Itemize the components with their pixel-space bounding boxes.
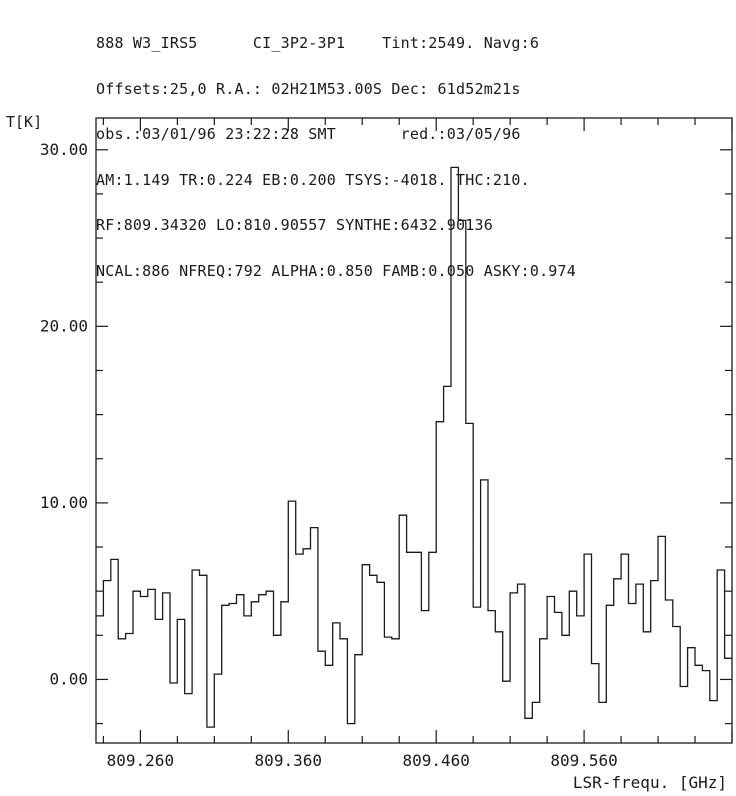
spectrum-step-line — [96, 166, 732, 728]
x-tick-label: 809.360 — [255, 751, 322, 770]
plot-frame — [95, 117, 733, 744]
x-tick-labels: 809.260 809.360 809.460 809.560 — [107, 751, 618, 770]
y-tick-label: 20.00 — [40, 316, 88, 335]
header-line-am: AM:1.149 TR:0.224 EB:0.200 TSYS:-4018. T… — [96, 170, 530, 189]
y-tick-label: 0.00 — [49, 669, 88, 688]
x-tick-label: 809.460 — [402, 751, 469, 770]
y-tick-label: 10.00 — [40, 493, 88, 512]
header-line-rf: RF:809.34320 LO:810.90557 SYNTHE:6432.90… — [96, 216, 493, 234]
y-tick-label: 30.00 — [40, 140, 88, 159]
header-line-ncal: NCAL:886 NFREQ:792 ALPHA:0.850 FAMB:0.05… — [96, 261, 576, 280]
x-tick-label: 809.260 — [107, 751, 174, 770]
header-line-obs: obs.:03/01/96 23:22:28 SMT red.:03/05/96 — [96, 125, 521, 143]
x-axis-label: LSR-frequ. [GHz] — [573, 773, 727, 792]
header-line-offsets: Offsets:25,0 R.A.: 02H21M53.00S Dec: 61d… — [96, 79, 521, 98]
y-axis-label: T[K] — [6, 113, 42, 131]
header-block: 888 W3_IRS5 CI_3P2-3P1 Tint:2549. Navg:6… — [96, 6, 576, 294]
header-line-source: 888 W3_IRS5 CI_3P2-3P1 Tint:2549. Navg:6 — [96, 34, 540, 52]
axis-ticks — [96, 118, 733, 743]
y-tick-labels: 0.00 10.00 20.00 30.00 — [40, 140, 88, 689]
x-tick-label: 809.560 — [550, 751, 617, 770]
